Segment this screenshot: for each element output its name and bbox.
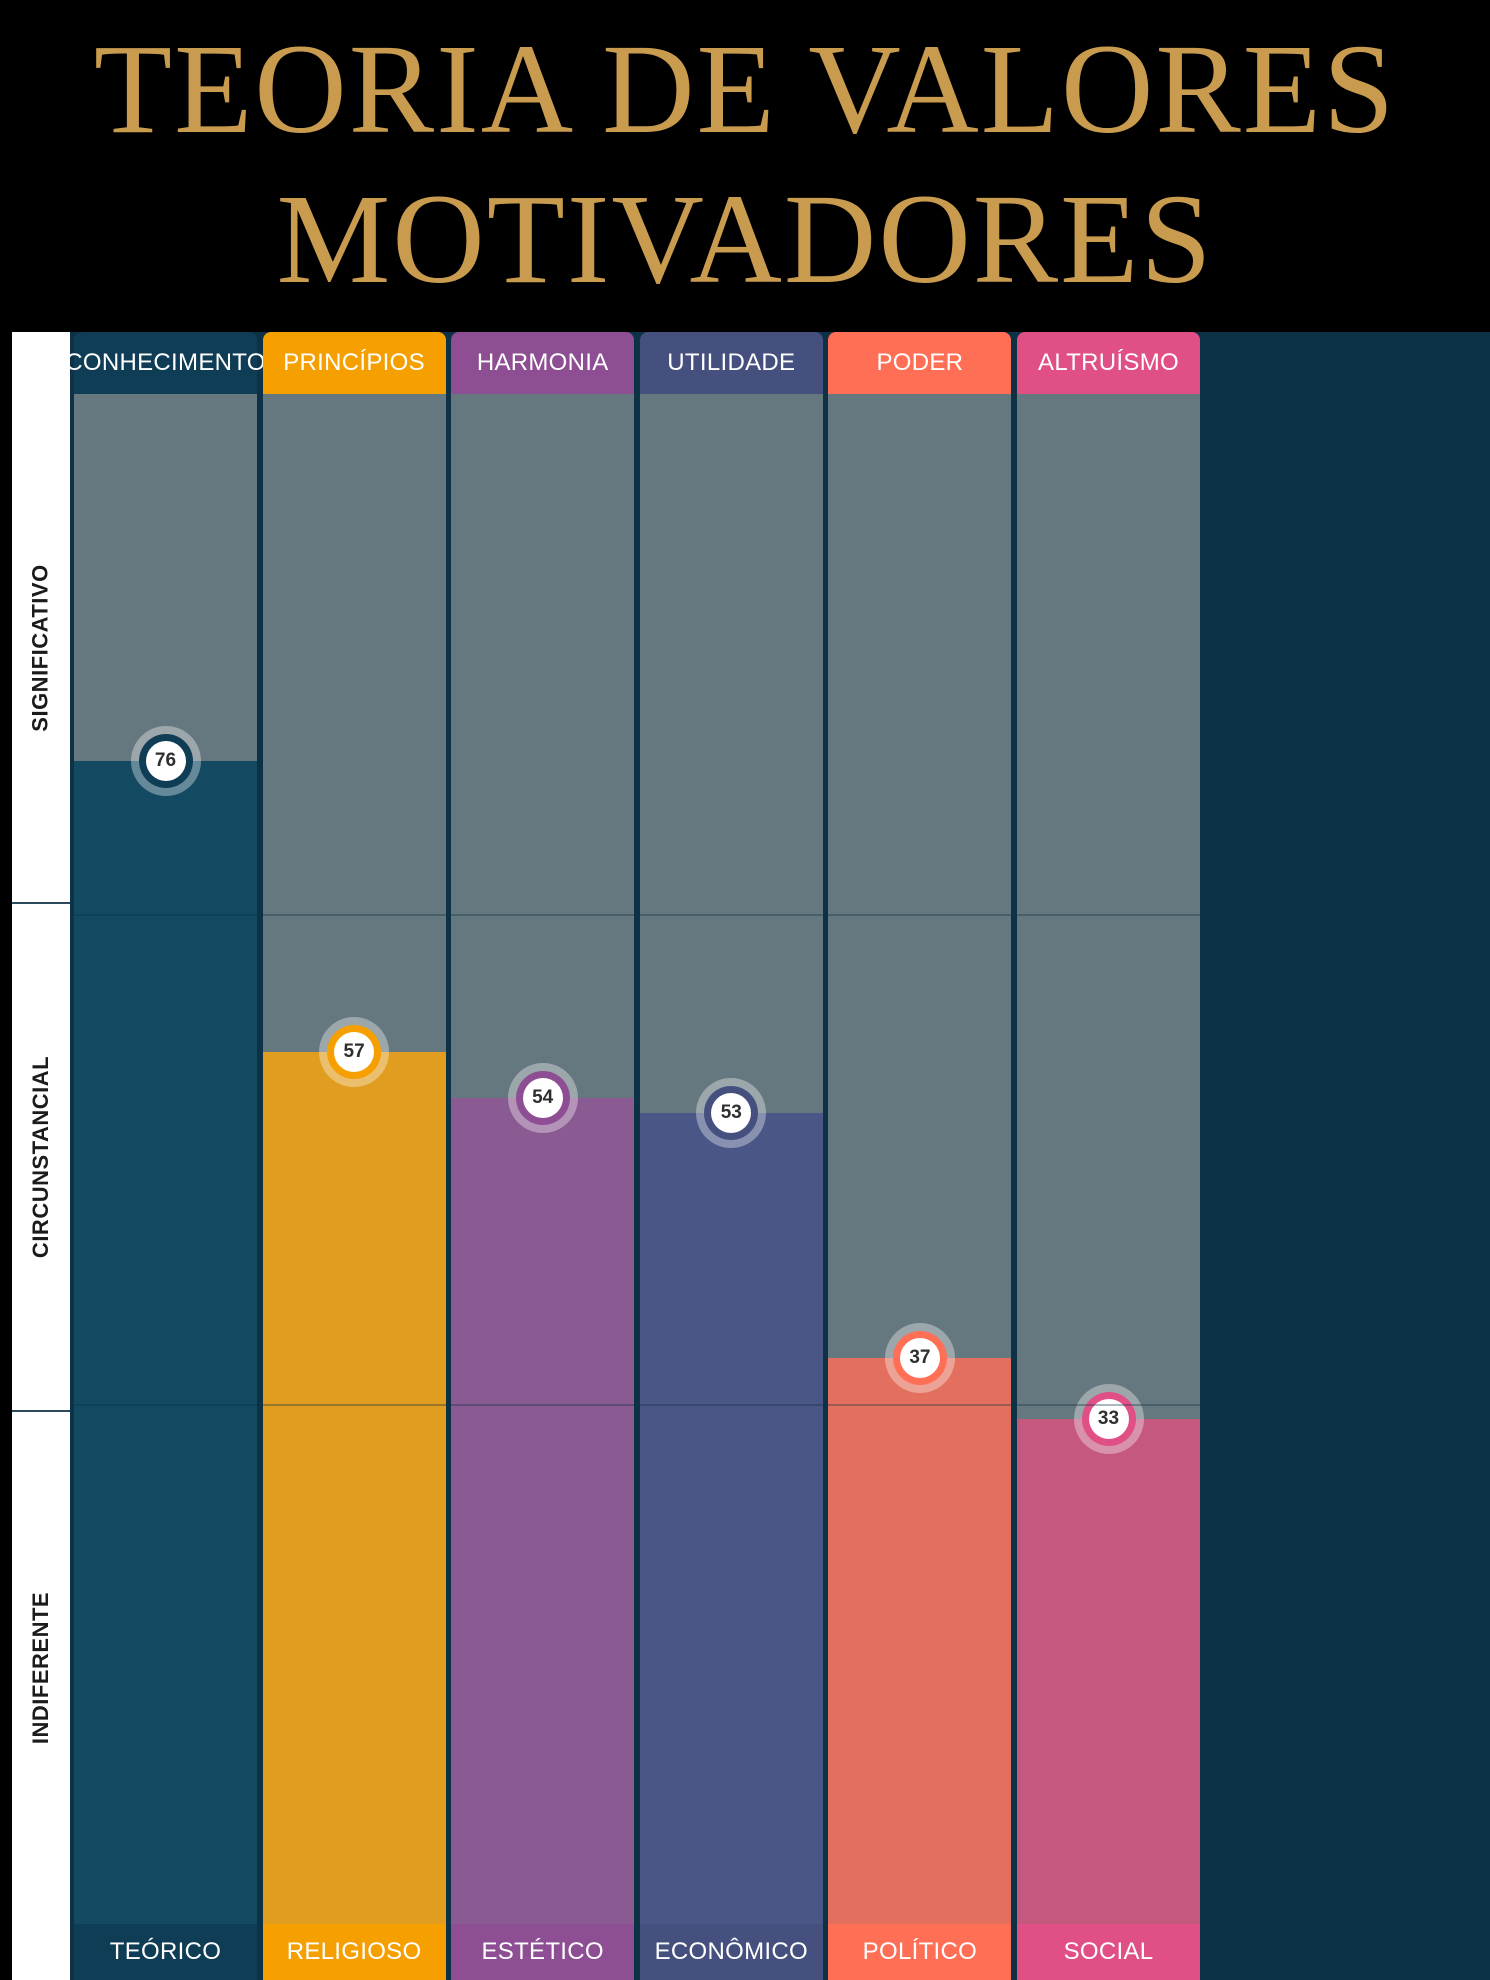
value-marker: 33 <box>1073 1384 1144 1455</box>
bar-track: 37 <box>828 394 1012 1924</box>
zone-label-circunstancial: CIRCUNSTANCIAL <box>12 904 70 1410</box>
bar <box>828 1357 1012 1924</box>
category-label: UTILIDADE <box>639 332 823 394</box>
zone-label-significativo: SIGNIFICATIVO <box>12 394 70 902</box>
bar-track: 57 <box>262 394 446 1924</box>
bar-track: 54 <box>451 394 635 1924</box>
zone-label-indiferente: INDIFERENTE <box>12 1412 70 1924</box>
category-label: ALTRUÍSMO <box>1017 332 1200 394</box>
bar-column: UTILIDADE 53 ECONÔMICO <box>639 332 823 1980</box>
marker-ring: 76 <box>138 734 193 789</box>
page-title: TEORIA DE VALORES MOTIVADORES <box>0 0 1490 320</box>
category-label: PODER <box>828 332 1012 394</box>
bar-track: 76 <box>74 394 257 1924</box>
data-label: 76 <box>145 741 186 782</box>
data-label: 53 <box>711 1093 752 1134</box>
value-marker: 76 <box>130 726 201 797</box>
category-label: CONHECIMENTO <box>65 332 265 394</box>
category-label: HARMONIA <box>451 332 635 394</box>
marker-ring: 57 <box>327 1024 382 1079</box>
zone-divider-upper <box>12 902 70 904</box>
bar-column: HARMONIA 54 ESTÉTICO <box>451 332 635 1980</box>
bar <box>74 761 257 1924</box>
bar-column: PRINCÍPIOS 57 RELIGIOSO <box>262 332 446 1980</box>
value-marker: 53 <box>696 1078 767 1149</box>
marker-ring: 53 <box>704 1086 759 1141</box>
bar <box>639 1113 823 1924</box>
marker-ring: 37 <box>892 1330 947 1385</box>
band-boundary-line <box>70 914 1490 917</box>
data-label: 57 <box>334 1031 375 1072</box>
chart-panel: SIGNIFICATIVO CIRCUNSTANCIAL INDIFERENTE… <box>12 332 1490 1980</box>
bar-track: 53 <box>639 394 823 1924</box>
bar <box>451 1097 635 1924</box>
bar <box>262 1051 446 1924</box>
bar <box>1017 1419 1200 1924</box>
data-label: 54 <box>522 1077 563 1118</box>
category-label: PRINCÍPIOS <box>262 332 446 394</box>
value-marker: 54 <box>507 1062 578 1133</box>
title-line-1: TEORIA DE VALORES <box>93 18 1397 160</box>
band-boundary-line <box>70 1403 1490 1406</box>
zone-divider-lower <box>12 1410 70 1412</box>
zone-text-indiferente: INDIFERENTE <box>28 1591 53 1745</box>
marker-ring: 33 <box>1081 1392 1136 1447</box>
title-line-2: MOTIVADORES <box>276 168 1214 310</box>
value-marker: 57 <box>319 1016 390 1087</box>
bar-track: 33 <box>1017 394 1200 1924</box>
subcategory-label: TEÓRICO <box>74 1924 257 1980</box>
value-marker: 37 <box>884 1322 955 1393</box>
subcategory-label: RELIGIOSO <box>262 1924 446 1980</box>
zone-text-circunstancial: CIRCUNSTANCIAL <box>28 1055 54 1259</box>
subcategory-label: ECONÔMICO <box>639 1924 823 1980</box>
bar-column: PODER 37 POLÍTICO <box>828 332 1012 1980</box>
data-label: 33 <box>1088 1399 1129 1440</box>
bar-column: CONHECIMENTO 76 TEÓRICO <box>65 332 265 1980</box>
marker-ring: 54 <box>515 1070 570 1125</box>
subcategory-label: ESTÉTICO <box>451 1924 635 1980</box>
subcategory-label: SOCIAL <box>1017 1924 1200 1980</box>
zone-axis: SIGNIFICATIVO CIRCUNSTANCIAL INDIFERENTE <box>12 332 70 1980</box>
data-label: 37 <box>899 1337 940 1378</box>
subcategory-label: POLÍTICO <box>828 1924 1012 1980</box>
bar-column: ALTRUÍSMO 33 SOCIAL <box>1017 332 1200 1980</box>
zone-text-significativo: SIGNIFICATIVO <box>28 564 53 732</box>
